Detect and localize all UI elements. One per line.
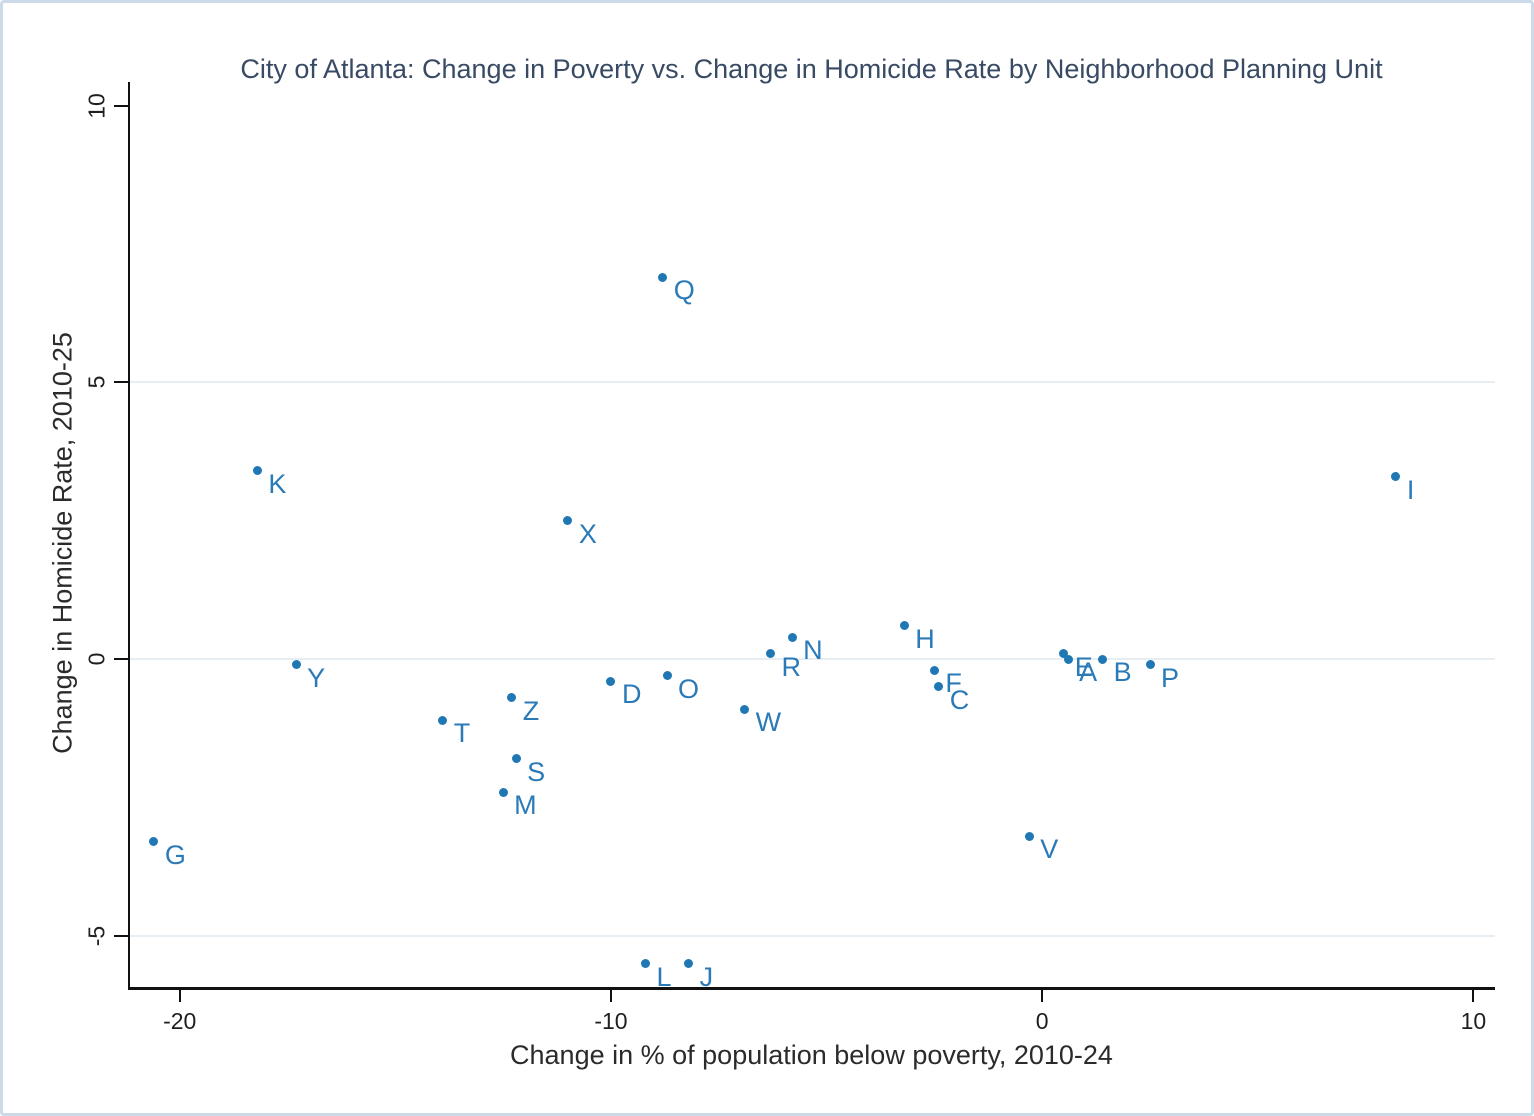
data-point-Z [507, 693, 517, 703]
data-point-label-D: D [621, 679, 642, 710]
data-point-E [1059, 649, 1069, 659]
data-point-A [1063, 654, 1073, 664]
data-point-R [766, 649, 776, 659]
data-point-label-T: T [453, 718, 471, 749]
data-point-F [929, 665, 939, 675]
data-point-label-W: W [755, 707, 782, 738]
x-axis-line [128, 987, 1495, 990]
data-point-label-Y: Y [307, 662, 326, 693]
data-point-label-V: V [1040, 834, 1059, 865]
data-point-I [1391, 472, 1401, 481]
data-point-O [662, 671, 672, 681]
data-point-D [606, 676, 616, 686]
y-tick-mark [114, 104, 128, 107]
data-point-label-R: R [781, 651, 802, 682]
data-point-J [684, 959, 694, 969]
y-gridline [128, 935, 1495, 938]
y-tick-mark [114, 935, 128, 938]
x-tick-label: -10 [594, 1008, 628, 1034]
y-tick-mark [114, 381, 128, 384]
data-point-label-K: K [268, 468, 287, 499]
data-point-label-P: P [1161, 662, 1180, 693]
y-tick-label: 10 [83, 92, 110, 119]
data-point-P [1145, 660, 1155, 670]
y-tick-label: 5 [83, 375, 110, 389]
data-point-label-Z: Z [522, 695, 540, 726]
data-point-label-H: H [915, 623, 935, 654]
data-point-label-J: J [699, 961, 714, 992]
data-point-N [787, 632, 797, 642]
chart-title: City of Atlanta: Change in Poverty vs. C… [240, 54, 1383, 84]
data-point-label-A: A [1079, 657, 1098, 688]
data-point-label-L: L [656, 961, 672, 992]
x-tick-mark [1041, 990, 1044, 1002]
x-tick-label: 0 [1035, 1008, 1049, 1034]
y-tick-mark [114, 658, 128, 661]
y-axis-line [128, 82, 130, 989]
data-point-label-C: C [949, 684, 970, 715]
data-point-label-M: M [514, 790, 537, 821]
data-point-W [740, 704, 750, 714]
y-tick-label: 0 [83, 652, 110, 666]
x-tick-mark [609, 990, 612, 1002]
data-point-label-O: O [678, 673, 700, 704]
data-point-Y [291, 660, 301, 670]
data-point-B [1098, 654, 1108, 664]
y-tick-label: -5 [83, 925, 110, 947]
x-tick-label: -20 [163, 1008, 197, 1034]
data-point-S [511, 754, 521, 764]
data-point-T [438, 715, 448, 725]
x-tick-label: 10 [1460, 1008, 1487, 1034]
data-point-label-I: I [1406, 474, 1415, 505]
data-point-G [149, 837, 159, 847]
data-point-label-S: S [527, 756, 546, 787]
y-gridline [128, 658, 1495, 661]
y-axis-label: Change in Homicide Rate, 2010-25 [47, 332, 78, 754]
x-tick-mark [1472, 990, 1475, 1002]
y-gridline [128, 381, 1495, 384]
data-point-label-E: E [1074, 651, 1093, 682]
data-point-H [899, 621, 909, 631]
data-point-label-F: F [945, 668, 962, 699]
data-point-Q [658, 272, 668, 282]
data-point-X [563, 516, 573, 526]
x-axis-label: Change in % of population below poverty,… [510, 1040, 1113, 1070]
data-point-label-X: X [578, 518, 597, 549]
data-point-label-N: N [803, 635, 823, 666]
data-point-L [640, 959, 650, 969]
data-point-K [252, 466, 262, 476]
x-tick-mark [178, 990, 181, 1002]
data-point-label-Q: Q [673, 275, 695, 306]
data-point-label-B: B [1113, 657, 1132, 688]
data-point-V [1024, 831, 1034, 841]
data-point-M [498, 787, 508, 797]
data-point-C [934, 682, 944, 692]
data-point-label-G: G [164, 839, 186, 870]
